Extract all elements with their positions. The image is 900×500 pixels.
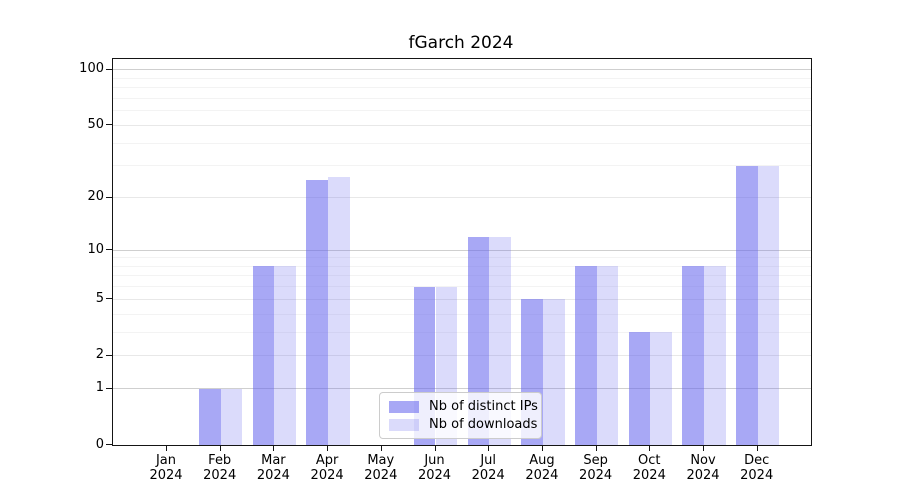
x-tick-label: Oct 2024 [632,453,666,483]
y-tick-mark [106,249,112,251]
legend-item-distinct-ips: Nb of distinct IPs [389,399,538,414]
gridline [113,388,811,390]
y-tick-mark [106,298,112,300]
legend-swatch-downloads [389,418,419,431]
gridline [113,257,811,259]
x-tick-mark [649,446,651,451]
gridline [113,355,811,357]
x-tick-label: Mar 2024 [256,453,290,483]
x-tick-label: Apr 2024 [310,453,344,483]
y-tick-mark [106,387,112,389]
y-tick-mark [106,124,112,126]
gridline [113,197,811,198]
y-tick-label: 10 [87,241,104,257]
bar-distinct-ips [306,180,329,445]
y-tick-mark [106,354,112,356]
y-tick-label: 100 [79,61,104,77]
x-tick-mark [434,446,436,451]
x-tick-mark [219,446,221,451]
bar-downloads [704,266,726,445]
y-tick-mark [106,68,112,70]
legend-item-downloads: Nb of downloads [389,417,537,432]
gridline [113,165,811,167]
x-tick-mark [327,446,329,451]
y-tick-mark [106,196,112,198]
x-tick-label: Dec 2024 [740,453,774,483]
gridline [113,110,811,112]
bar-distinct-ips [628,332,651,445]
y-tick-label: 20 [87,189,104,204]
gridline [113,265,811,267]
y-tick-mark [106,444,112,445]
x-tick-label: Jan 2024 [149,453,183,483]
gridline [113,124,811,126]
legend-swatch-distinct-ips [389,400,419,413]
x-tick-label: Nov 2024 [686,453,720,483]
bar-downloads [274,266,297,445]
y-tick-label: 50 [87,116,104,132]
gridline [113,275,811,277]
bar-downloads [757,165,780,445]
x-tick-mark [380,446,382,451]
x-tick-mark [541,446,543,451]
legend-label-downloads: Nb of downloads [429,417,538,432]
x-tick-mark [595,446,597,451]
gridline [113,142,811,144]
gridline [113,97,811,99]
x-tick-label: May 2024 [364,453,398,483]
x-tick-mark [703,446,704,451]
bar-downloads [596,266,619,445]
chart-title: fGarch 2024 [408,33,514,53]
plot-area: Nb of distinct IPs Nb of downloads [112,58,812,446]
gridline [113,77,811,79]
gridline [113,313,811,315]
x-tick-label: Feb 2024 [203,453,237,483]
gridline [113,331,811,333]
legend-label-distinct-ips: Nb of distinct IPs [429,399,538,414]
y-tick-label: 0 [95,436,104,452]
x-tick-label: Jun 2024 [417,453,452,483]
x-tick-label: Sep 2024 [579,453,613,483]
bar-distinct-ips [252,266,275,445]
gridline [113,249,811,251]
x-tick-label: Jul 2024 [471,453,505,483]
legend: Nb of distinct IPs Nb of downloads [379,392,542,439]
x-tick-mark [756,446,758,451]
gridline [113,69,811,71]
bar-downloads [328,177,350,445]
bar-distinct-ips [574,266,597,445]
gridline [113,298,811,300]
bar-downloads [542,299,565,445]
x-tick-mark [166,446,167,451]
bar-distinct-ips [199,388,221,445]
gridline [113,286,811,288]
y-tick-label: 1 [95,380,104,396]
x-tick-mark [488,446,490,451]
bar-distinct-ips [682,266,704,445]
bar-distinct-ips [736,165,758,445]
x-tick-mark [273,446,275,451]
bar-downloads [220,388,243,445]
y-tick-label: 2 [95,347,104,363]
bar-downloads [650,332,672,445]
y-tick-label: 5 [95,290,104,306]
x-tick-label: Aug 2024 [525,453,559,483]
gridline [113,87,811,89]
